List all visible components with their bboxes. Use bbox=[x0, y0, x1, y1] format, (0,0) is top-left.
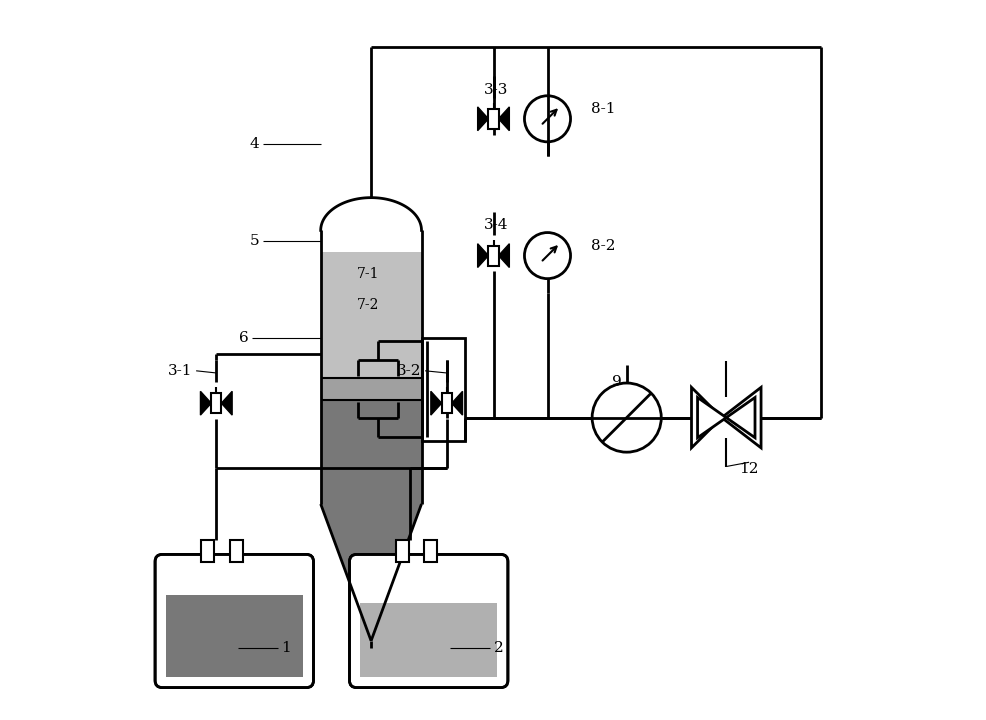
Text: 6: 6 bbox=[239, 331, 248, 346]
Polygon shape bbox=[477, 244, 488, 268]
Text: 7-1: 7-1 bbox=[356, 266, 379, 281]
Text: 12: 12 bbox=[739, 462, 758, 477]
Bar bbox=[230, 540, 243, 562]
FancyBboxPatch shape bbox=[349, 554, 508, 688]
Polygon shape bbox=[320, 504, 421, 641]
Polygon shape bbox=[320, 400, 421, 504]
Polygon shape bbox=[726, 397, 754, 438]
Polygon shape bbox=[691, 387, 721, 448]
Text: 7-2: 7-2 bbox=[356, 298, 379, 312]
Polygon shape bbox=[721, 387, 760, 448]
Text: 1: 1 bbox=[281, 641, 291, 655]
Text: 3-1: 3-1 bbox=[168, 364, 192, 378]
Polygon shape bbox=[320, 378, 421, 400]
Text: 9: 9 bbox=[612, 374, 621, 389]
Polygon shape bbox=[498, 107, 509, 131]
Bar bbox=[166, 595, 303, 677]
Bar bbox=[360, 603, 497, 677]
Bar bbox=[166, 565, 303, 595]
Polygon shape bbox=[452, 392, 462, 415]
Text: 4: 4 bbox=[249, 137, 259, 151]
Polygon shape bbox=[477, 107, 488, 131]
Text: 8-2: 8-2 bbox=[591, 239, 615, 253]
Polygon shape bbox=[498, 244, 509, 268]
Polygon shape bbox=[431, 392, 441, 415]
Polygon shape bbox=[697, 397, 726, 438]
Text: 3-4: 3-4 bbox=[484, 217, 508, 232]
Bar bbox=[421, 338, 464, 441]
FancyBboxPatch shape bbox=[155, 554, 314, 688]
Polygon shape bbox=[221, 392, 232, 415]
Bar bbox=[488, 109, 498, 129]
Text: 3-2: 3-2 bbox=[396, 364, 421, 378]
Bar bbox=[424, 540, 437, 562]
Bar bbox=[360, 565, 497, 603]
Polygon shape bbox=[200, 392, 211, 415]
Bar bbox=[395, 540, 408, 562]
Polygon shape bbox=[320, 252, 421, 378]
Bar bbox=[488, 246, 498, 266]
Text: 3-3: 3-3 bbox=[484, 83, 508, 97]
Bar bbox=[201, 540, 214, 562]
Text: 2: 2 bbox=[493, 641, 503, 655]
Text: 5: 5 bbox=[249, 234, 259, 248]
Text: 8-1: 8-1 bbox=[591, 102, 615, 117]
Bar bbox=[211, 393, 221, 413]
Bar bbox=[441, 393, 452, 413]
